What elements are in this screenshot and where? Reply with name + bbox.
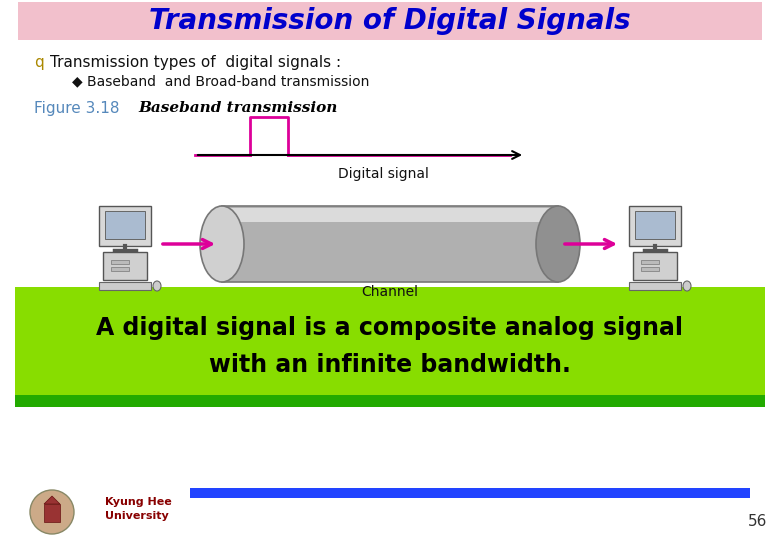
Bar (111, 267, 129, 271)
Text: A digital signal is a composite analog signal: A digital signal is a composite analog s… (97, 316, 683, 340)
Bar (222, 206, 558, 282)
Bar (99, 206, 151, 246)
Bar (635, 211, 675, 239)
Bar (15, 287, 765, 395)
Bar (641, 267, 659, 271)
Ellipse shape (153, 281, 161, 291)
Text: q: q (34, 55, 44, 70)
Bar (633, 252, 677, 280)
Bar (15, 395, 765, 402)
Ellipse shape (536, 206, 580, 282)
Text: with an infinite bandwidth.: with an infinite bandwidth. (209, 353, 571, 377)
Text: University: University (105, 511, 168, 521)
Text: Transmission of Digital Signals: Transmission of Digital Signals (149, 7, 631, 35)
Bar (111, 260, 129, 264)
Text: Figure 3.18: Figure 3.18 (34, 100, 119, 116)
Bar (629, 206, 681, 246)
Bar (629, 282, 681, 290)
Circle shape (30, 490, 74, 534)
Bar (18, 2, 762, 40)
Bar (99, 282, 151, 290)
Ellipse shape (683, 281, 691, 291)
Text: ◆ Baseband  and Broad-band transmission: ◆ Baseband and Broad-band transmission (72, 74, 370, 88)
Text: Channel: Channel (361, 285, 419, 299)
Bar (190, 488, 750, 498)
Bar (105, 211, 145, 239)
Bar (641, 260, 659, 264)
Polygon shape (44, 496, 60, 504)
Text: 56: 56 (748, 515, 768, 530)
Text: Baseband transmission: Baseband transmission (138, 101, 338, 115)
Bar (222, 208, 558, 222)
Bar (15, 402, 765, 407)
Text: Digital signal: Digital signal (338, 167, 428, 181)
Bar (103, 252, 147, 280)
Text: Kyung Hee: Kyung Hee (105, 497, 172, 507)
Text: Transmission types of  digital signals :: Transmission types of digital signals : (50, 55, 341, 70)
Ellipse shape (200, 206, 244, 282)
Bar (44, 504, 60, 522)
